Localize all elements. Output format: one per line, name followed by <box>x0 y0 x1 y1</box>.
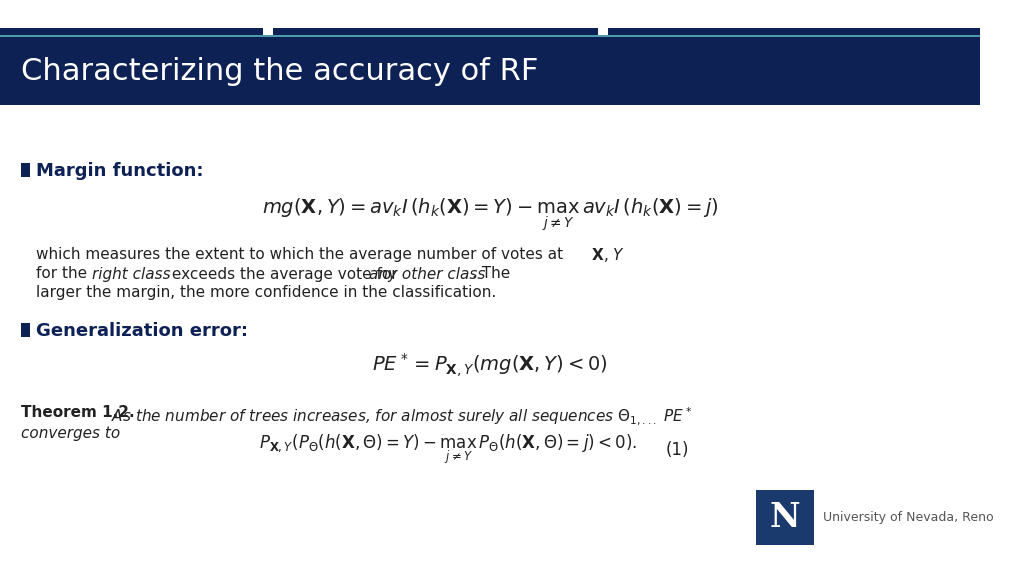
Text: University of Nevada, Reno: University of Nevada, Reno <box>823 511 994 524</box>
Bar <box>0 28 263 35</box>
Bar <box>0 37 980 105</box>
Bar <box>757 490 814 545</box>
Text: N: N <box>770 501 801 534</box>
Text: any other class: any other class <box>369 267 485 282</box>
Text: converges to: converges to <box>22 426 120 441</box>
Text: $\mathbf{X}$: $\mathbf{X}$ <box>591 247 604 263</box>
Text: Theorem 1.2.: Theorem 1.2. <box>22 405 135 420</box>
Bar <box>0 35 980 37</box>
Text: larger the margin, the more confidence in the classification.: larger the margin, the more confidence i… <box>37 286 497 301</box>
Bar <box>608 28 981 35</box>
Text: (1): (1) <box>666 441 689 459</box>
Text: Generalization error:: Generalization error: <box>37 322 249 340</box>
Text: $P_{\mathbf{X},Y}(P_{\Theta}(h(\mathbf{X},\Theta) = Y) - \underset{j \neq Y}{\ma: $P_{\mathbf{X},Y}(P_{\Theta}(h(\mathbf{X… <box>258 433 637 467</box>
Bar <box>272 28 598 35</box>
Text: $PE^* = P_{\mathbf{X},Y}(mg(\mathbf{X}, Y) < 0)$: $PE^* = P_{\mathbf{X},Y}(mg(\mathbf{X}, … <box>373 351 608 379</box>
Text: , $Y$: , $Y$ <box>603 246 626 264</box>
Text: for the: for the <box>37 267 92 282</box>
Text: Margin function:: Margin function: <box>37 162 204 180</box>
Text: right class: right class <box>92 267 171 282</box>
Text: which measures the extent to which the average number of votes at: which measures the extent to which the a… <box>37 248 568 263</box>
Text: As the number of trees increases, for almost surely all sequences $\Theta_{1,...: As the number of trees increases, for al… <box>111 405 693 427</box>
Text: $mg(\mathbf{X}, Y) = av_k I\,(h_k(\mathbf{X}) = Y) - \underset{j \neq Y}{\max}\,: $mg(\mathbf{X}, Y) = av_k I\,(h_k(\mathb… <box>262 197 719 233</box>
Bar <box>22 323 30 337</box>
Text: . The: . The <box>472 267 510 282</box>
Text: exceeds the average vote for: exceeds the average vote for <box>167 267 402 282</box>
Text: Characterizing the accuracy of RF: Characterizing the accuracy of RF <box>22 56 539 85</box>
Bar <box>22 163 30 177</box>
